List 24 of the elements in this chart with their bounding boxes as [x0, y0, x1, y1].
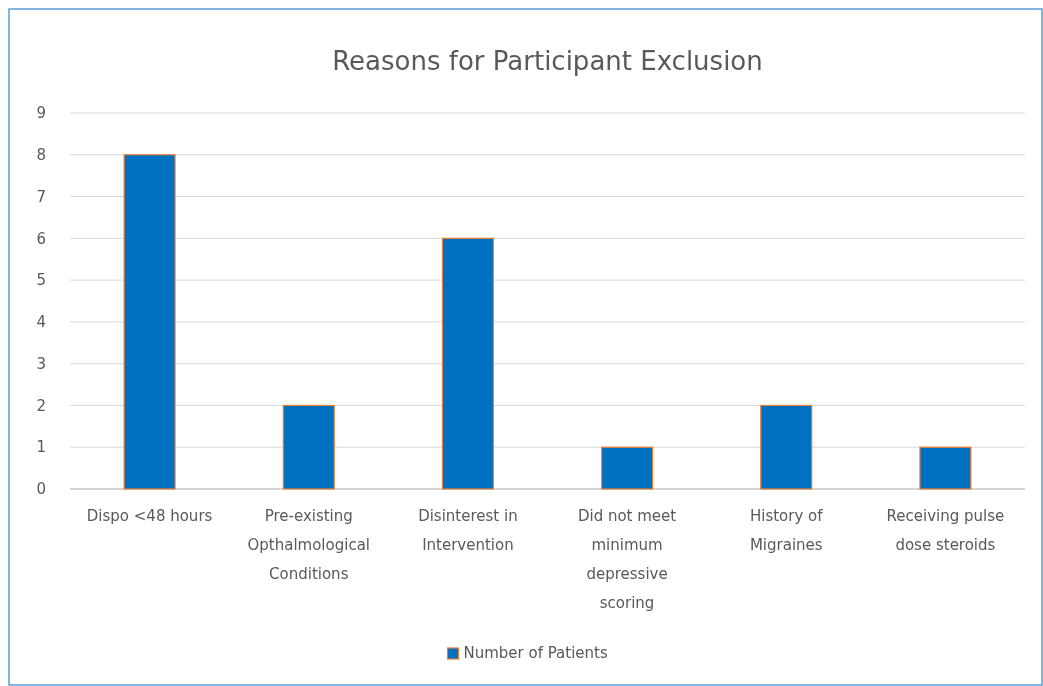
legend-label: Number of Patients: [463, 644, 608, 663]
x-tick-label: Receiving pulse dose steroids: [886, 507, 1005, 554]
y-tick-label: 0: [36, 480, 46, 499]
chart-title: Reasons for Participant Exclusion: [332, 46, 763, 76]
y-tick-label: 5: [36, 271, 46, 290]
bar: [282, 404, 335, 490]
x-tick-label: Pre-existing Opthalmological Conditions: [247, 507, 371, 583]
y-tick-label: 7: [36, 187, 46, 206]
y-tick-label: 2: [36, 396, 46, 415]
x-tick-label: Disinterest in Intervention: [418, 507, 518, 554]
y-tick-label: 3: [36, 354, 46, 373]
y-tick-label: 4: [36, 313, 46, 332]
bar: [123, 154, 176, 490]
bar: [441, 237, 494, 490]
y-tick-label: 9: [36, 104, 46, 123]
bar: [919, 446, 972, 490]
x-tick-label: Dispo <48 hours: [86, 507, 213, 525]
x-tick-label: History of Migraines: [749, 507, 824, 554]
bar: [760, 404, 813, 490]
x-tick-label: Did not meet minimum depressive scoring: [577, 507, 677, 612]
bar: [601, 446, 654, 490]
y-tick-label: 1: [36, 438, 46, 457]
y-tick-label: 8: [36, 146, 46, 165]
y-tick-label: 6: [36, 229, 46, 248]
